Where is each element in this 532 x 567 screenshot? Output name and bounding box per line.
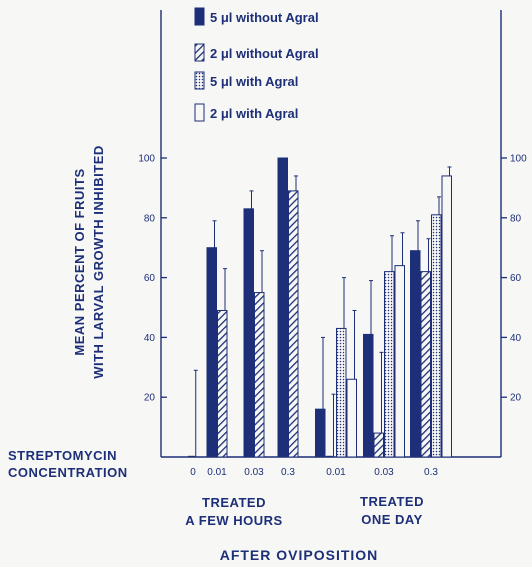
bar xyxy=(363,333,374,458)
legend-label-4: 2 μl with Agral xyxy=(210,106,298,121)
bar xyxy=(315,408,326,458)
left-y-tick-label: 100 xyxy=(138,154,155,165)
bar xyxy=(206,247,217,458)
category-label: 0.03 xyxy=(244,467,264,478)
bar xyxy=(441,175,452,458)
bar xyxy=(288,190,299,458)
left-y-tick-label: 40 xyxy=(144,333,156,344)
bar xyxy=(410,250,421,458)
bar xyxy=(420,271,431,458)
right-y-tick-label: 60 xyxy=(510,273,522,284)
bar xyxy=(217,309,228,458)
left-y-ticks: 20 40 60 80 100 xyxy=(138,154,167,404)
right-y-ticks: 20 40 60 80 100 xyxy=(501,154,527,404)
right-y-tick-label: 40 xyxy=(510,333,522,344)
right-y-tick-label: 100 xyxy=(510,154,527,165)
legend-label-2: 2 μl without Agral xyxy=(210,46,319,61)
category-label: 0 xyxy=(190,467,196,478)
legend-swatch-solid xyxy=(194,7,205,26)
legend-label-3: 5 μl with Agral xyxy=(210,74,298,89)
row-label-line-1: STREPTOMYCIN xyxy=(8,448,117,463)
y-axis-label-line-2: WITH LARVAL GROWTH INHIBITED xyxy=(91,145,106,379)
category-label: 0.03 xyxy=(374,467,394,478)
bar xyxy=(277,157,288,458)
category-label: 0.01 xyxy=(326,467,346,478)
bar xyxy=(243,208,254,458)
right-y-tick-label: 80 xyxy=(510,213,522,224)
legend-swatch-dots xyxy=(194,71,205,90)
legend-swatch-hatch xyxy=(194,43,205,62)
left-y-tick-label: 60 xyxy=(144,273,156,284)
left-y-tick-label: 80 xyxy=(144,213,156,224)
legend: 5 μl without Agral 2 μl without Agral 5 … xyxy=(194,7,319,122)
bar xyxy=(394,265,405,458)
category-label: 0.3 xyxy=(424,467,438,478)
legend-swatch-open xyxy=(194,103,205,122)
group-1-label-line-1: TREATED xyxy=(202,495,266,510)
bar xyxy=(254,292,265,458)
bars xyxy=(188,157,452,458)
bar xyxy=(373,432,384,458)
bar xyxy=(336,327,347,458)
category-labels: 0 0.01 0.03 0.3 0.01 0.03 0.3 xyxy=(190,467,438,478)
legend-label-1: 5 μl without Agral xyxy=(210,10,319,25)
group-1-label-line-2: A FEW HOURS xyxy=(185,513,282,528)
group-2-label-line-1: TREATED xyxy=(360,494,424,509)
y-axis-label-line-1: MEAN PERCENT OF FRUITS xyxy=(72,168,87,355)
right-y-tick-label: 20 xyxy=(510,393,522,404)
bottom-label: AFTER OVIPOSITION xyxy=(220,547,379,563)
row-label-line-2: CONCENTRATION xyxy=(8,465,128,480)
left-y-tick-label: 20 xyxy=(144,393,156,404)
bar xyxy=(346,378,357,458)
category-label: 0.01 xyxy=(207,467,227,478)
group-2-label-line-2: ONE DAY xyxy=(361,512,423,527)
category-label: 0.3 xyxy=(281,467,295,478)
bar xyxy=(384,271,395,458)
bar xyxy=(431,214,442,458)
